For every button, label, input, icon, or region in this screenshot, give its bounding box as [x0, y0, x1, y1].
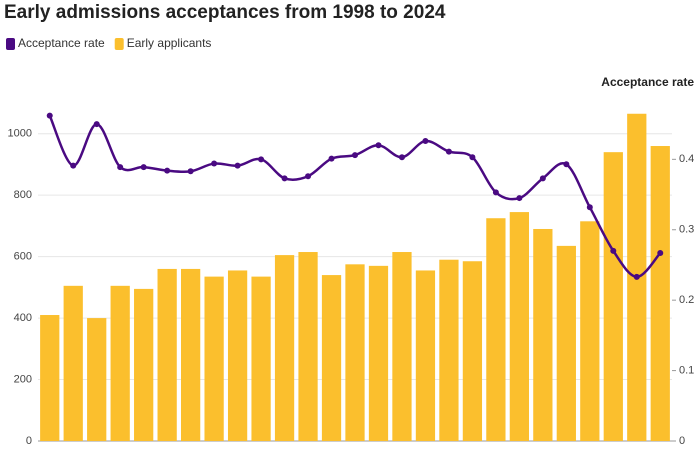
line-point — [117, 164, 124, 171]
bar — [462, 261, 483, 441]
bar — [439, 259, 459, 441]
bar — [298, 252, 318, 441]
line-point — [563, 161, 570, 168]
y2-tick-label: 0 — [679, 435, 685, 447]
line-point — [586, 204, 593, 211]
y-tick-label: 200 — [14, 373, 32, 385]
y-tick-label: 400 — [14, 312, 32, 324]
line-point — [352, 152, 358, 159]
line-point — [492, 189, 499, 196]
line-point — [211, 160, 218, 167]
line-point — [187, 168, 194, 175]
bar — [368, 265, 389, 441]
bar — [603, 152, 623, 441]
bar — [556, 245, 576, 441]
line-point — [140, 164, 147, 171]
line-point — [281, 175, 288, 182]
line-point — [93, 121, 100, 128]
bar — [274, 255, 295, 441]
y2-axis-title: Acceptance rate — [601, 75, 694, 89]
line-point — [258, 156, 265, 163]
line-point — [633, 273, 640, 280]
line-point — [164, 167, 171, 174]
bar — [181, 268, 201, 441]
line-point — [539, 175, 546, 182]
line-point — [305, 173, 312, 180]
line-point — [657, 249, 664, 256]
bar — [87, 318, 107, 441]
bar — [580, 221, 600, 441]
line-point — [610, 247, 617, 254]
bar — [251, 276, 271, 441]
bar — [134, 288, 154, 441]
bar — [227, 270, 248, 441]
y2-tick-label: 0.3 — [679, 224, 694, 236]
line-point — [70, 162, 77, 169]
bar — [204, 276, 224, 441]
bar — [533, 228, 553, 441]
bar — [509, 212, 529, 441]
bar — [345, 264, 365, 441]
y-tick-label: 800 — [14, 189, 32, 201]
bar — [40, 315, 60, 441]
chart-title: Early admissions acceptances from 1998 t… — [4, 2, 446, 23]
y2-tick-label: 0.1 — [679, 364, 694, 376]
line-point — [469, 154, 476, 161]
bar — [486, 218, 506, 441]
bar — [157, 268, 177, 441]
legend-swatch — [114, 38, 124, 50]
bar — [392, 252, 412, 441]
y2-tick-label: 0.4 — [679, 153, 694, 165]
bar — [110, 285, 130, 441]
y-tick-label: 1000 — [8, 128, 32, 140]
line-point — [445, 148, 452, 155]
line-point — [375, 142, 382, 149]
line-point — [398, 154, 405, 161]
y2-tick-label: 0.2 — [679, 294, 694, 306]
legend-swatch — [6, 38, 15, 50]
bar — [650, 146, 670, 441]
y-tick-label: 0 — [26, 435, 32, 447]
legend-label: Acceptance rate — [18, 36, 105, 50]
line-point — [46, 112, 53, 119]
line-point — [422, 138, 429, 145]
line-point — [516, 195, 523, 202]
y-tick-label: 600 — [14, 251, 32, 263]
bar — [63, 285, 83, 441]
legend-label: Early applicants — [127, 36, 212, 50]
line-point — [234, 162, 241, 169]
bar — [321, 275, 342, 441]
line-point — [328, 155, 335, 162]
bar — [415, 270, 436, 441]
